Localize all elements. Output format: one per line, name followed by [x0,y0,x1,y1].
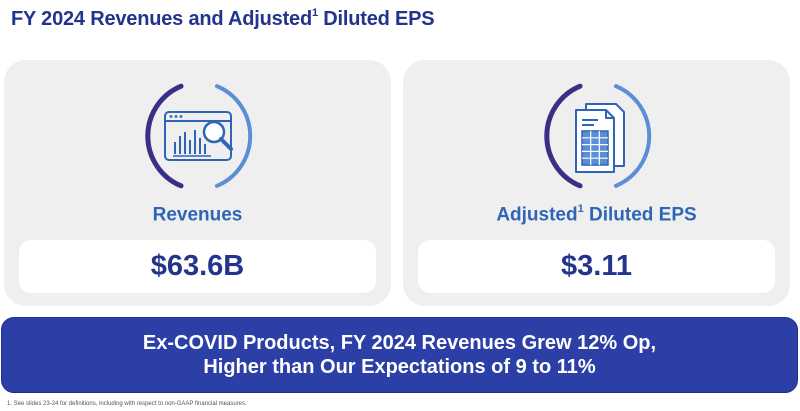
adjusted-eps-card: Adjusted1 Diluted EPS $3.11 [403,60,790,306]
page-title: FY 2024 Revenues and Adjusted1 Diluted E… [11,7,435,30]
adjusted-eps-label: Adjusted1 Diluted EPS [496,203,697,226]
revenues-label: Revenues [152,204,243,226]
revenues-card: Revenues $63.6B [4,60,391,306]
revenue-dashboard-icon [137,74,261,198]
spreadsheet-document-icon [536,74,660,198]
banner-line-1: Ex-COVID Products, FY 2024 Revenues Grew… [142,332,657,354]
adjusted-eps-value: $3.11 [418,240,775,293]
revenues-value: $63.6B [19,240,376,293]
banner-line-2: Higher than Our Expectations of 9 to 11% [203,356,596,378]
footnote: 1. See slides 23-24 for definitions, inc… [7,401,247,407]
highlight-banner: Ex-COVID Products, FY 2024 Revenues Grew… [1,317,798,393]
